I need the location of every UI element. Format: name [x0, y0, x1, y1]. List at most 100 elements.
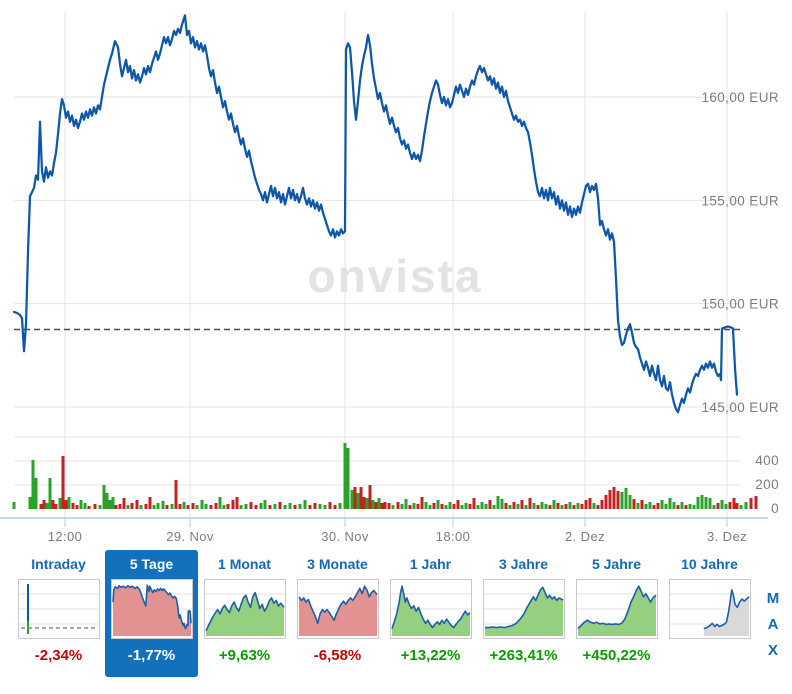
volume-bar: [259, 503, 263, 509]
tab-change-percent: +263,41%: [489, 647, 558, 664]
volume-bar: [520, 500, 524, 509]
thumbnail-chart: [575, 579, 658, 639]
volume-bar: [448, 502, 452, 509]
volume-bar: [396, 502, 400, 509]
volume-bar: [268, 505, 272, 509]
y-tick-label: 150,00 EUR: [701, 297, 779, 312]
thumbnail-chart: [17, 579, 100, 639]
volume-bar: [328, 502, 332, 509]
volume-bar: [303, 500, 307, 509]
volume-bar: [436, 500, 440, 509]
volume-bar: [596, 505, 600, 509]
tab-change-percent: -6,58%: [313, 647, 362, 664]
volume-bar: [356, 493, 360, 509]
volume-bar: [592, 503, 596, 509]
volume-bar: [283, 505, 287, 509]
volume-bar: [380, 503, 384, 509]
tab-label: 1 Jahr: [409, 556, 452, 572]
volume-bar: [488, 500, 492, 509]
thumb-area: [391, 586, 470, 636]
volume-bar: [204, 503, 208, 509]
volume-bar: [122, 497, 126, 509]
tab-change-percent: +450,22%: [582, 647, 651, 664]
tab-3-jahre[interactable]: 3 Jahre +263,41%: [477, 550, 570, 677]
tab-1-jahr[interactable]: 1 Jahr +13,22%: [384, 550, 477, 677]
thumb-area: [703, 589, 749, 636]
volume-bar: [612, 487, 616, 509]
volume-bar: [508, 505, 512, 509]
volume-bar: [51, 500, 55, 509]
tab-3-monate[interactable]: 3 Monate -6,58%: [291, 550, 384, 677]
tab-5-jahre[interactable]: 5 Jahre +450,22%: [570, 550, 663, 677]
volume-bar: [350, 490, 354, 509]
volume-bar: [628, 494, 632, 509]
tab-label: 1 Monat: [218, 556, 271, 572]
thumbnail-chart: [389, 579, 472, 639]
tab-1-monat[interactable]: 1 Monat +9,63%: [198, 550, 291, 677]
volume-bar: [700, 494, 704, 509]
volume-bar: [254, 505, 258, 509]
volume-bar: [98, 505, 102, 509]
volume-bar: [359, 487, 363, 509]
tab-10-jahre[interactable]: 10 Jahre: [663, 550, 756, 677]
volume-bar: [200, 500, 204, 509]
tab-change-percent: -2,34%: [34, 647, 83, 664]
volume-bar: [492, 505, 496, 509]
volume-bar: [640, 500, 644, 509]
tab-5-tage[interactable]: 5 Tage -1,77%: [105, 550, 198, 677]
x-tick-label: 29. Nov: [166, 529, 214, 544]
volume-bar: [552, 500, 556, 509]
volume-bar: [432, 503, 436, 509]
volume-bar: [139, 505, 143, 509]
onvista-watermark: onvista: [307, 250, 482, 302]
volume-bar: [464, 503, 468, 509]
y-tick-label: 145,00 EUR: [701, 400, 779, 415]
volume-bar: [152, 505, 156, 509]
tab-label: 5 Jahre: [591, 556, 642, 572]
volume-bar: [239, 505, 243, 509]
tab-intraday[interactable]: Intraday -2,34%: [12, 550, 105, 677]
volume-bar: [616, 491, 620, 509]
volume-bar: [218, 497, 222, 509]
volume-bar: [135, 500, 139, 509]
price-volume-chart[interactable]: onvista 12:00 29. Nov 30. Nov 18:00 2. Dez 3. …: [0, 0, 792, 550]
tab-label: Intraday: [31, 556, 86, 572]
volume-bar: [338, 503, 342, 509]
volume-bar: [231, 500, 235, 509]
volume-bar: [105, 493, 109, 509]
volume-bar: [170, 503, 174, 509]
volume-bar: [34, 478, 38, 509]
volume-bar: [556, 503, 560, 509]
volume-bar: [191, 503, 195, 509]
volume-bar: [540, 502, 544, 509]
volume-bar: [532, 503, 536, 509]
volume-bar: [604, 494, 608, 509]
volume-bar: [644, 503, 648, 509]
volume-bar: [346, 448, 350, 509]
volume-bar: [12, 502, 16, 509]
thumb-line: [111, 584, 192, 630]
y-tick-label: 155,00 EUR: [701, 193, 779, 208]
volume-bar: [424, 502, 428, 509]
volume-bar: [444, 505, 448, 509]
volume-bar: [333, 505, 337, 509]
thumb-area: [112, 585, 191, 636]
volume-bar: [318, 503, 322, 509]
volume-bar: [584, 500, 588, 509]
volume-bar: [353, 487, 357, 509]
volume-bar: [75, 505, 79, 509]
volume-bar: [716, 503, 720, 509]
x-tick-label: 12:00: [48, 529, 83, 544]
volume-bar: [496, 496, 500, 509]
volume-bar: [182, 502, 186, 509]
volume-bar: [174, 479, 178, 509]
gridlines: [14, 12, 740, 518]
volume-bar: [298, 503, 302, 509]
volume-bar: [704, 497, 708, 509]
thumb-line: [484, 586, 563, 629]
volume-bar: [161, 500, 165, 509]
x-tick-label: 30. Nov: [321, 529, 369, 544]
volume-bar: [624, 488, 628, 509]
